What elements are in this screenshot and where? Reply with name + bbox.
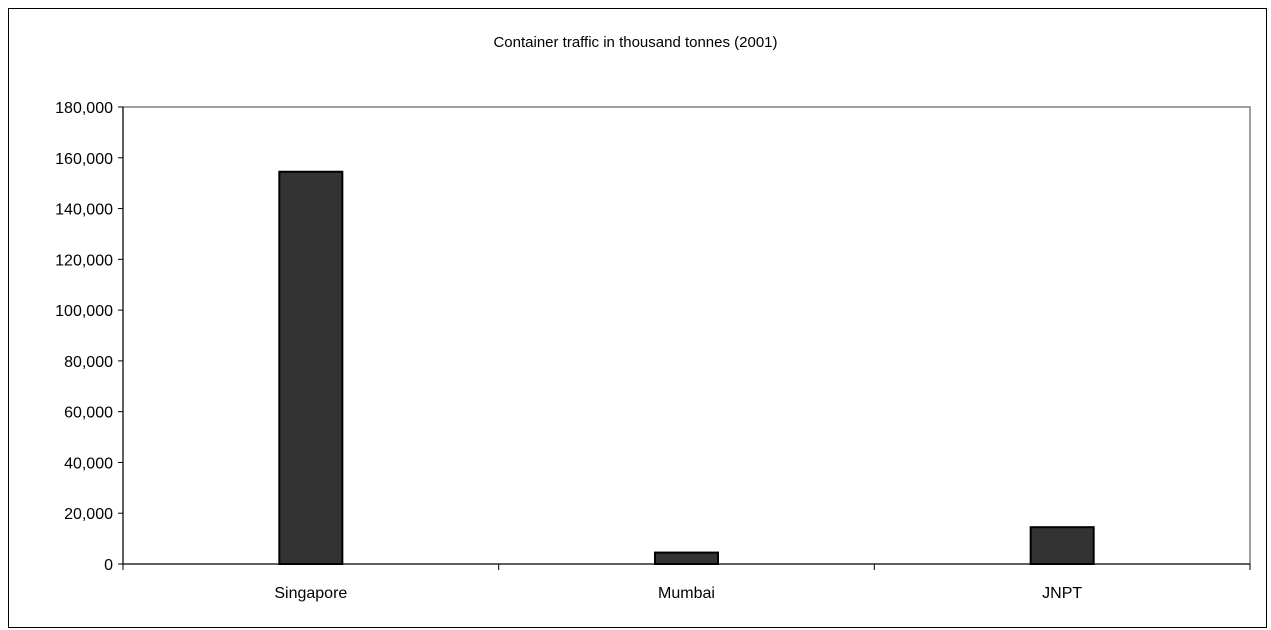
bar-mumbai [654,551,719,566]
plot-area: 0 20,000 40,000 60,000 80,000 100,000 120,000 1… [55,100,1251,602]
y-tick-label: 40,000 [64,455,113,472]
x-tick-label: Mumbai [658,585,715,602]
y-tick-label: 120,000 [55,252,113,269]
chart-title: Container traffic in thousand tonnes (20… [493,34,778,51]
y-tick-label: 80,000 [64,354,113,371]
x-tick-label: Singapore [274,585,347,602]
y-tick-label: 100,000 [55,303,113,320]
x-tick-label: JNPT [1042,585,1082,602]
y-tick-label: 60,000 [64,405,113,422]
y-tick-label: 20,000 [64,506,113,523]
y-tick-label: 0 [104,557,113,574]
chart-frame [8,8,1267,628]
y-tick-label: 160,000 [55,151,113,168]
bar-singapore [278,170,344,565]
y-tick-label: 180,000 [55,100,113,117]
bar-jnpt [1029,526,1095,565]
y-tick-label: 140,000 [55,202,113,219]
